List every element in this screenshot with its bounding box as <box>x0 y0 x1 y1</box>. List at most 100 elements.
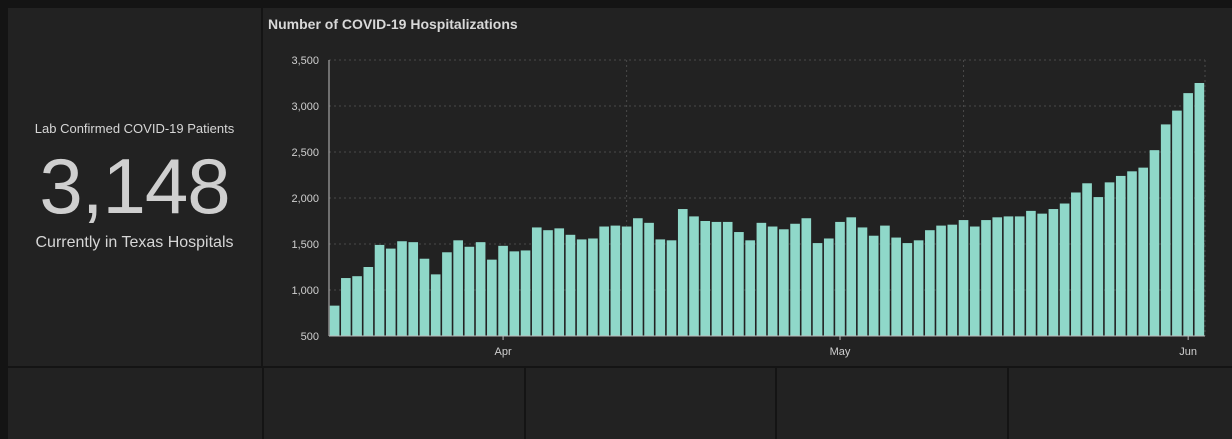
bar <box>779 229 789 336</box>
bar <box>868 235 879 336</box>
bar <box>913 240 924 336</box>
bar <box>711 221 722 336</box>
bar <box>823 238 834 336</box>
bottom-panel-4 <box>777 368 1007 439</box>
bar <box>1048 209 1059 336</box>
bar <box>1160 124 1171 337</box>
bar <box>925 230 935 336</box>
bar <box>891 237 901 336</box>
bar <box>992 217 1003 336</box>
bar <box>644 222 654 336</box>
bar <box>1104 182 1115 336</box>
bar <box>341 278 351 336</box>
bottom-panel-2 <box>264 368 524 439</box>
x-tick-label: Jun <box>1179 346 1197 358</box>
bar <box>1071 192 1081 336</box>
chart-title: Number of COVID-19 Hospitalizations <box>268 16 518 32</box>
bar <box>969 226 980 336</box>
bar <box>745 240 755 336</box>
bar <box>565 234 576 336</box>
bar <box>655 239 666 336</box>
bar <box>385 248 396 336</box>
bar <box>936 225 946 336</box>
bar <box>767 226 778 336</box>
bar <box>588 238 598 336</box>
bar <box>1115 175 1126 336</box>
bar <box>576 239 587 336</box>
bar <box>621 226 632 336</box>
bar <box>509 251 520 336</box>
bar <box>1138 167 1149 336</box>
hospitalizations-chart: 500 1,000 1,500 2,000 2,500 3,000 3,500 Apr May J… <box>291 55 1206 358</box>
bar <box>1026 210 1036 336</box>
bar <box>453 240 463 336</box>
bar <box>464 246 475 336</box>
bar <box>734 232 744 336</box>
bar <box>1194 83 1205 336</box>
bar <box>1127 171 1137 336</box>
bar <box>756 222 767 336</box>
bar <box>1183 93 1193 337</box>
bottom-panel-3 <box>526 368 775 439</box>
bar <box>689 216 699 336</box>
bar <box>801 218 812 336</box>
bar <box>1037 213 1047 336</box>
bar <box>700 221 711 336</box>
bar <box>857 227 868 336</box>
bar <box>475 242 486 336</box>
y-tick-label: 500 <box>301 331 319 343</box>
bar <box>599 226 609 336</box>
x-tick-label: Apr <box>495 346 512 358</box>
bar <box>1003 216 1014 336</box>
bar <box>374 244 385 336</box>
bar <box>902 243 913 336</box>
y-tick-label: 3,500 <box>291 55 319 67</box>
bar <box>498 245 508 336</box>
bar <box>880 225 890 336</box>
bar <box>543 230 553 336</box>
bar <box>1059 203 1070 336</box>
bar <box>442 252 452 336</box>
x-tick-label: May <box>830 346 851 358</box>
bar <box>1014 216 1025 336</box>
bar <box>610 225 621 336</box>
bar <box>363 267 374 336</box>
bar <box>554 228 565 336</box>
stat-value: 3,148 <box>39 142 230 230</box>
stat-panel: Lab Confirmed COVID-19 Patients 3,148 Cu… <box>8 8 261 366</box>
bar <box>487 259 497 336</box>
bar <box>531 227 542 336</box>
bar <box>677 209 688 336</box>
bar <box>835 221 845 336</box>
y-tick-label: 2,500 <box>291 147 319 159</box>
bar <box>958 220 969 336</box>
y-tick-label: 1,000 <box>291 285 319 297</box>
bar <box>790 223 800 336</box>
y-tick-label: 2,000 <box>291 193 319 205</box>
stat-label: Lab Confirmed COVID-19 Patients <box>34 121 235 136</box>
y-tick-label: 3,000 <box>291 101 319 113</box>
bar <box>1172 110 1182 336</box>
bar <box>633 218 643 336</box>
bar <box>981 220 991 336</box>
bar <box>812 243 823 336</box>
bar <box>1093 197 1104 336</box>
bar <box>352 276 362 336</box>
bar <box>1149 150 1160 336</box>
chart-panel: Number of COVID-19 Hospitalizations 500 1… <box>263 8 1232 366</box>
bar <box>520 250 531 336</box>
bar <box>947 224 958 336</box>
bar <box>666 240 677 336</box>
stat-sublabel: Currently in Texas Hospitals <box>35 234 234 251</box>
y-tick-label: 1,500 <box>291 239 319 251</box>
bar <box>1082 183 1092 336</box>
bottom-panel-1 <box>8 368 262 439</box>
bar <box>846 217 857 336</box>
bar <box>408 242 419 336</box>
bar <box>430 274 441 336</box>
bar <box>397 241 407 336</box>
bar <box>419 258 430 336</box>
bar <box>329 305 340 336</box>
bottom-panel-5 <box>1009 368 1232 439</box>
bar <box>722 221 733 336</box>
